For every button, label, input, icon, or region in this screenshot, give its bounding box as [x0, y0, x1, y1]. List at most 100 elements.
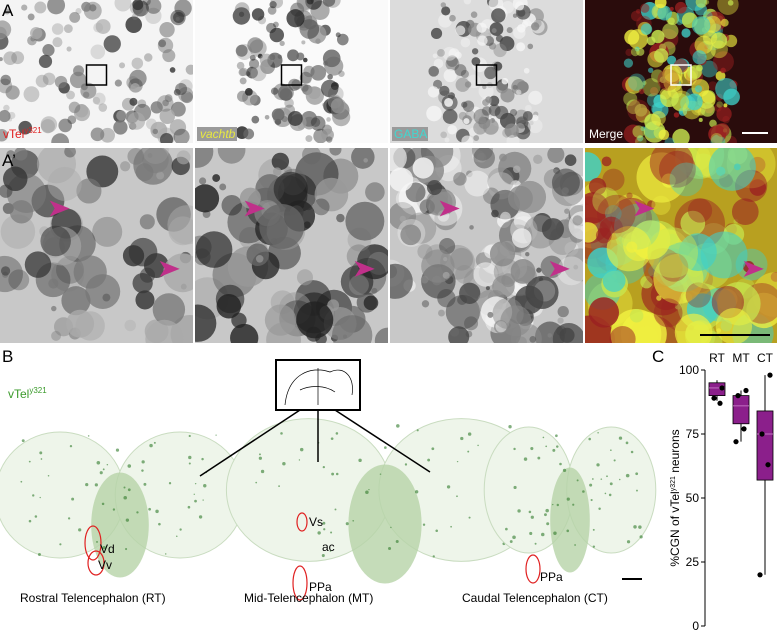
cell	[330, 437, 334, 440]
cell	[127, 148, 145, 165]
region-label: PPa	[540, 570, 563, 584]
cell	[188, 455, 192, 460]
cell	[296, 269, 314, 286]
cell	[92, 96, 101, 105]
cell	[194, 482, 197, 485]
cell	[246, 243, 270, 267]
cell	[509, 540, 513, 543]
cell	[251, 8, 265, 21]
cell	[432, 555, 435, 558]
panel-label: A	[2, 1, 14, 20]
cell	[61, 286, 91, 316]
stain-label: vTely321	[8, 386, 47, 401]
cell	[681, 28, 691, 38]
cell	[487, 167, 514, 195]
cell	[448, 326, 470, 343]
cell	[522, 111, 533, 121]
cell	[390, 202, 417, 230]
cell	[481, 106, 492, 116]
cell	[528, 90, 543, 105]
cell	[296, 52, 305, 61]
cell	[530, 515, 534, 519]
cell	[471, 148, 493, 161]
data-point	[741, 426, 747, 432]
cell	[3, 51, 18, 65]
cell	[515, 116, 529, 129]
cell	[321, 554, 325, 558]
category-label: RT	[709, 351, 725, 365]
midline	[550, 467, 590, 573]
cell	[651, 111, 666, 126]
cell	[267, 6, 277, 15]
cell	[153, 441, 156, 444]
cell	[322, 0, 336, 7]
cell	[37, 552, 41, 556]
cell	[198, 515, 203, 519]
cell	[374, 327, 388, 343]
inset-outline	[284, 368, 353, 406]
cell	[516, 89, 522, 95]
cell	[345, 522, 349, 526]
cell	[85, 483, 89, 487]
cell	[478, 116, 486, 124]
box	[732, 395, 750, 425]
cell	[47, 475, 50, 477]
cell	[456, 495, 458, 498]
cell	[303, 65, 315, 78]
cell	[119, 62, 126, 69]
cell	[114, 0, 132, 12]
cell	[456, 460, 459, 463]
cell	[610, 449, 612, 452]
cell	[431, 447, 435, 451]
cell	[127, 488, 131, 492]
cell	[326, 117, 331, 122]
cell	[650, 87, 659, 96]
cell	[700, 60, 718, 78]
cell	[430, 27, 443, 40]
cell	[651, 29, 665, 44]
cell	[137, 99, 147, 109]
cell	[173, 11, 185, 24]
cell	[322, 102, 327, 107]
cell	[715, 308, 753, 343]
cell	[27, 13, 35, 21]
cell	[388, 546, 392, 550]
cell	[609, 325, 636, 343]
cell	[315, 333, 327, 343]
cell	[264, 304, 297, 336]
cell	[51, 133, 70, 143]
cell	[59, 543, 62, 546]
cell	[644, 113, 661, 131]
cell	[269, 1, 277, 9]
cell	[164, 94, 173, 103]
cell	[39, 451, 43, 455]
cell	[437, 49, 445, 57]
cell	[141, 460, 145, 464]
cell	[673, 112, 680, 118]
cell	[8, 269, 30, 291]
cell	[239, 187, 261, 209]
cell	[23, 86, 40, 103]
cell	[188, 462, 191, 465]
cell	[323, 60, 328, 66]
cell	[125, 547, 128, 551]
cell	[305, 86, 324, 105]
cell	[563, 248, 583, 282]
cell	[589, 483, 593, 487]
channel-label-main: vTel	[3, 127, 24, 141]
cell	[709, 119, 717, 128]
cell	[21, 4, 28, 11]
cell	[651, 103, 663, 115]
cell	[40, 458, 43, 460]
cell	[323, 528, 326, 531]
cell	[0, 57, 3, 62]
cell	[606, 475, 608, 478]
cell	[75, 311, 105, 341]
stain-label-sup: y321	[29, 386, 47, 395]
cell	[473, 135, 480, 141]
section-caption: Rostral Telencephalon (RT)	[20, 591, 166, 605]
cell	[54, 75, 68, 89]
cell	[139, 267, 156, 283]
cell	[63, 24, 73, 34]
